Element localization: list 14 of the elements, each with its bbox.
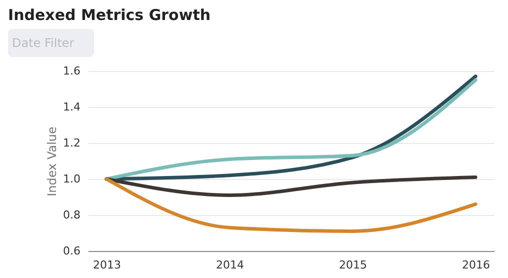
x-tick-label: 2015 — [339, 258, 368, 272]
y-tick-label: 0.8 — [63, 208, 80, 222]
y-tick-label: 0.6 — [63, 244, 80, 258]
y-tick-label: 1.6 — [63, 64, 80, 78]
y-axis-title: Index Value — [45, 126, 60, 196]
x-tick-label: 2013 — [92, 258, 121, 272]
x-tick-label: 2014 — [216, 258, 244, 272]
x-tick-label: 2016 — [462, 258, 490, 272]
y-tick-label: 1.0 — [63, 172, 80, 186]
chart-title: Indexed Metrics Growth — [8, 6, 211, 24]
y-tick-label: 1.4 — [63, 100, 80, 114]
line-series — [104, 177, 478, 233]
y-tick-label: 1.2 — [63, 136, 80, 150]
line-series — [104, 175, 478, 197]
